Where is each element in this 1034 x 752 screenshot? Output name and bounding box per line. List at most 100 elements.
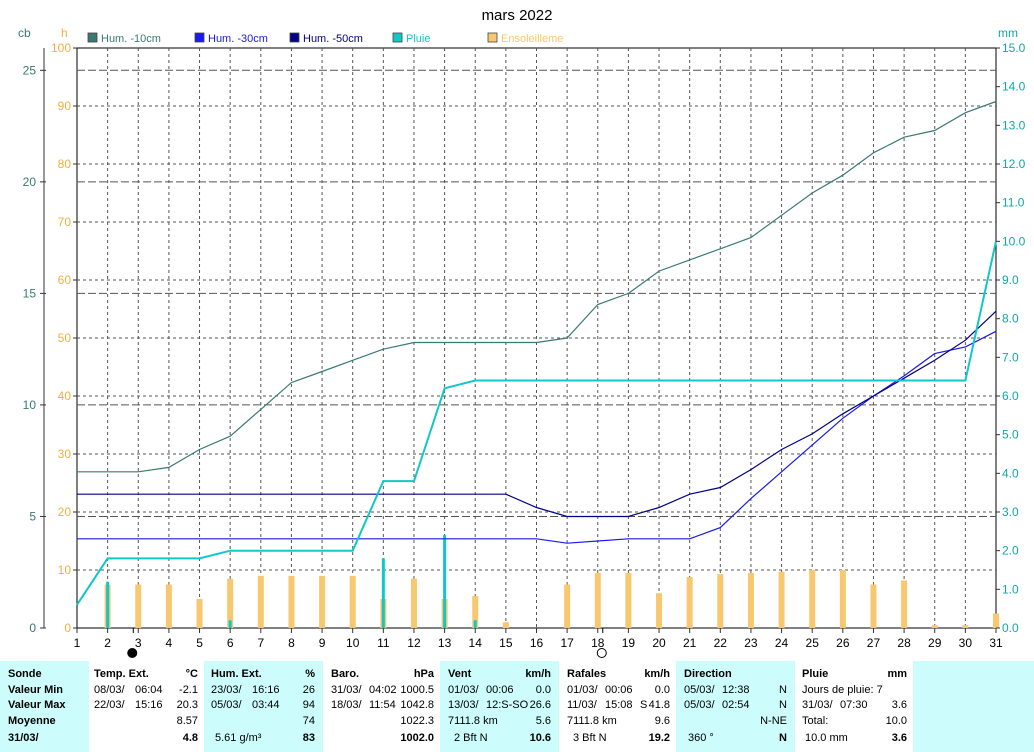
x-tick-label: 15	[499, 636, 513, 650]
vent-max-value: 26.6	[529, 699, 551, 711]
date-label: 31/03/	[8, 732, 39, 744]
x-tick-label: 11	[377, 636, 390, 650]
baro-min-time: 04:02	[369, 684, 397, 696]
x-tick-label: 21	[683, 636, 697, 650]
rafales-max-direction: S	[640, 699, 648, 711]
direction-min-value: N	[779, 684, 787, 696]
hum-min-time: 16:16	[252, 684, 280, 696]
hum-average: 74	[302, 715, 315, 727]
rafales-unit: km/h	[644, 668, 670, 680]
vent-unit: km/h	[525, 668, 551, 680]
hum-title: Hum. Ext.	[211, 668, 262, 680]
baro-average: 1022.3	[400, 715, 434, 727]
vent-panel: Vent km/h 01/03/ 00:06 0.0 13/03/ 12:S-S…	[442, 661, 557, 752]
mm-tick-label: 8.0	[1002, 312, 1019, 326]
rafales-current: 19.2	[648, 732, 670, 744]
hum-max-time: 03:44	[252, 699, 280, 711]
sunshine-bar	[410, 578, 417, 628]
mm-tick-label: 0.0	[1002, 621, 1019, 635]
pluie-title: Pluie	[802, 668, 829, 680]
chart-title: mars 2022	[482, 7, 553, 24]
x-tick-label: 13	[438, 636, 452, 650]
vent-title: Vent	[448, 668, 472, 680]
mm-tick-label: 7.0	[1002, 350, 1019, 364]
series-line-pluie	[76, 241, 997, 606]
temp-title: Temp. Ext.	[94, 668, 149, 680]
x-tick-label: 16	[530, 636, 544, 650]
x-tick-label: 7	[257, 636, 264, 650]
hum-extra: 5.61 g/m³	[215, 732, 262, 744]
mm-tick-label: 14.0	[1002, 80, 1026, 94]
mm-axis-label: mm	[998, 26, 1018, 40]
pluie-max-time: 07:30	[840, 699, 868, 711]
hum-min-date: 23/03/	[211, 684, 242, 696]
moon-phase-marker	[127, 648, 138, 658]
direction-average: N-NE	[760, 715, 787, 727]
sunshine-bar	[931, 625, 938, 628]
sunshine-bar	[319, 575, 326, 628]
sunshine-bar	[747, 572, 754, 628]
sunshine-bar	[349, 575, 356, 628]
sunshine-bar	[625, 572, 632, 628]
hum-min-value: 26	[302, 684, 315, 696]
mm-tick-label: 11.0	[1002, 196, 1025, 210]
temp-min-date: 08/03/	[94, 684, 125, 696]
moyenne-label: Moyenne	[8, 715, 56, 727]
x-tick-label: 31	[989, 636, 1003, 650]
legend-label: Hum. -30cm	[208, 33, 268, 45]
h-tick-label: 70	[58, 215, 72, 229]
vent-min-date: 01/03/	[448, 684, 479, 696]
h-tick-label: 80	[58, 157, 72, 171]
pluie-current-desc: 10.0 mm	[805, 732, 848, 744]
x-tick-label: 1	[74, 636, 81, 650]
vent-min-time: 00:06	[486, 684, 514, 696]
x-tick-label: 30	[959, 636, 973, 650]
mm-tick-label: 1.0	[1002, 582, 1019, 596]
sunshine-bar	[656, 593, 663, 628]
vent-current: 10.6	[529, 732, 551, 744]
x-tick-label: 12	[407, 636, 421, 650]
sunshine-bar	[717, 574, 724, 628]
h-tick-label: 0	[64, 621, 71, 635]
x-tick-label: 27	[867, 636, 881, 650]
baro-current: 1002.0	[400, 732, 434, 744]
mm-tick-label: 9.0	[1002, 273, 1019, 287]
mm-tick-label: 5.0	[1002, 428, 1019, 442]
x-tick-label: 24	[775, 636, 789, 650]
mm-tick-label: 13.0	[1002, 118, 1026, 132]
rain-bar	[106, 581, 110, 628]
x-tick-label: 5	[196, 636, 203, 650]
sunshine-bar	[227, 578, 234, 628]
h-tick-label: 40	[58, 389, 72, 403]
temp-max-value: 20.3	[176, 699, 198, 711]
pluie-days: Jours de pluie: 7	[802, 684, 883, 696]
legend-swatch	[87, 32, 98, 43]
x-tick-label: 18	[591, 636, 605, 650]
rafales-average: 9.6	[654, 715, 670, 727]
sunshine-bar	[564, 584, 571, 628]
mm-tick-label: 10.0	[1002, 234, 1026, 248]
legend-label: Pluie	[406, 33, 430, 45]
vent-max-time: 12:S-SO	[486, 699, 529, 711]
legend-swatch	[194, 32, 205, 43]
x-tick-label: 28	[897, 636, 911, 650]
temp-unit: °C	[185, 668, 198, 680]
rafales-max-value: 41.8	[648, 699, 670, 711]
h-tick-label: 100	[51, 41, 71, 55]
temp-current: 4.8	[182, 732, 198, 744]
mm-tick-label: 6.0	[1002, 389, 1019, 403]
sunshine-bar	[165, 584, 172, 628]
x-tick-label: 2	[104, 636, 111, 650]
mm-tick-label: 15.0	[1002, 41, 1026, 55]
mm-tick-label: 3.0	[1002, 505, 1019, 519]
direction-min-time: 12:38	[722, 684, 750, 696]
temp-min-value: -2.1	[179, 684, 198, 696]
sunshine-bar	[257, 575, 264, 628]
rain-bar	[381, 558, 385, 628]
rafales-panel: Rafales km/h 01/03/ 00:06 0.0 11/03/ 15:…	[559, 661, 676, 752]
temp-max-date: 22/03/	[94, 699, 125, 711]
pluie-unit: mm	[887, 668, 907, 680]
hum-current: 83	[302, 732, 315, 744]
pluie-total-label: Total:	[802, 715, 829, 727]
chart-area: 0 5 10 15 20 25 cb 0 10 20 30 40 50 60 70 80 90 100 h 0.0 1.…	[18, 7, 1026, 658]
